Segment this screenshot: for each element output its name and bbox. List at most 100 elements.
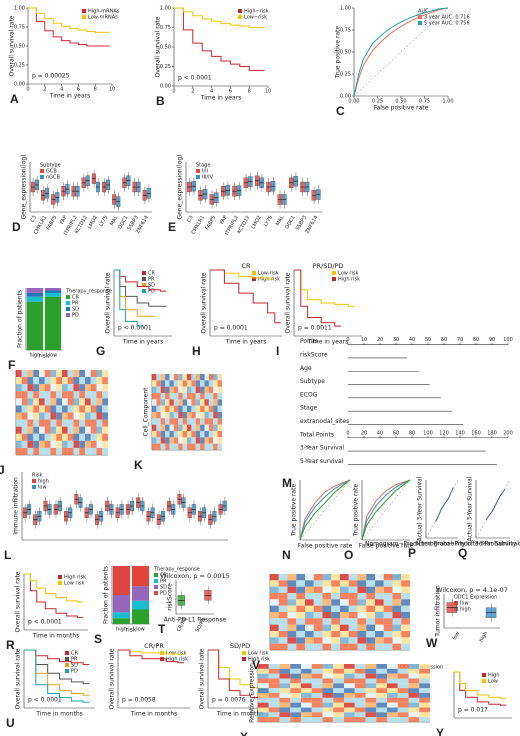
legend-label: SD (72, 307, 79, 313)
heatmap-cell (102, 419, 108, 427)
heatmap-cell (79, 440, 85, 448)
legend-title: Subtype (40, 163, 61, 169)
x-axis-label: False positive rate (298, 543, 353, 550)
heatmap-cell (50, 419, 57, 427)
x-tick-label: LY75 (98, 215, 109, 228)
heatmap-cell (313, 599, 323, 606)
heatmap-cell (173, 380, 179, 387)
heatmap-cell (296, 580, 305, 587)
heatmap-cell (344, 673, 355, 679)
heatmap-cell (44, 384, 51, 392)
heatmap-cell (392, 612, 402, 619)
heatmap-cell (102, 370, 108, 378)
heatmap-cell (268, 678, 280, 684)
legend-swatch (58, 581, 62, 585)
heatmap-cell (301, 664, 312, 669)
heatmap-cell (217, 418, 222, 425)
panel-letter: U (6, 716, 15, 730)
heatmap-cell (90, 377, 97, 385)
heatmap-cell (33, 412, 39, 420)
heatmap-cell (397, 707, 409, 713)
heatmap-cell (268, 664, 280, 669)
heatmap-cell (173, 437, 179, 444)
panel-letter: I (276, 344, 279, 358)
heatmap-cell (50, 391, 57, 399)
heatmap-cell (204, 443, 209, 450)
legend-title: Therapy_response (65, 289, 112, 295)
heatmap-cell (33, 370, 39, 378)
x-tick-label: MAL (109, 215, 120, 227)
heatmap-cell (195, 412, 201, 419)
heatmap-cell (376, 693, 387, 698)
heatmap-cell (340, 574, 349, 581)
heatmap-cell (365, 688, 377, 693)
legend-swatch (32, 479, 36, 483)
heatmap-cell (27, 419, 34, 427)
heatmap-cell (56, 440, 62, 448)
panel-letter: B (156, 94, 165, 108)
heatmap-cell (408, 678, 420, 684)
heatmap-cell (383, 618, 393, 625)
legend-label: Low−risk (244, 15, 267, 21)
heatmap-cell (376, 712, 387, 718)
heatmap-cell (290, 697, 301, 703)
panel-letter: K (134, 458, 143, 472)
x-axis-label: Time in years (225, 339, 266, 346)
heatmap-cell (296, 593, 305, 600)
heatmap-cell (39, 384, 45, 392)
nomogram-tick-label: 120 (439, 430, 449, 436)
heatmap-cell (208, 424, 214, 431)
heatmap-cell (305, 612, 314, 619)
heatmap-cell (366, 643, 375, 650)
panel-letter: Q (458, 546, 467, 560)
heatmap-cell (322, 668, 334, 674)
x-tick-label: 8 (248, 89, 251, 95)
legend-swatch (332, 271, 336, 275)
heatmap-cell (354, 717, 366, 722)
heatmap-cell (419, 678, 430, 684)
heatmap-cell (39, 433, 45, 441)
heatmap-cell (392, 618, 402, 625)
heatmap-cell (156, 374, 161, 381)
heatmap-cell (331, 605, 340, 612)
nomogram-row-label: Age (300, 365, 312, 372)
heatmap-cell (79, 384, 85, 392)
heatmap-cell (408, 697, 420, 703)
heatmap-cell (187, 374, 192, 381)
y-axis-label: Overall survival rate (201, 272, 208, 333)
heatmap-cell (268, 693, 280, 698)
heatmap-cell (322, 702, 334, 708)
heatmap-cell (387, 717, 398, 722)
legend-swatch (32, 485, 36, 489)
heatmap-cell (340, 643, 349, 650)
panel-letter: A (10, 92, 19, 106)
heatmap-cell (387, 664, 398, 669)
heatmap-cell (278, 605, 288, 612)
heatmap-cell (178, 386, 183, 393)
heatmap-cell (217, 405, 222, 412)
nomogram-row-label: Stage (300, 405, 318, 412)
heatmap-cell (270, 593, 279, 600)
diagonal (299, 479, 351, 541)
heatmap-cell (39, 440, 45, 448)
heatmap-cell (16, 447, 22, 455)
heatmap-cell (383, 605, 393, 612)
heatmap-cell (39, 426, 45, 434)
panel-title: CR (241, 262, 251, 270)
panel-letter: X (240, 730, 248, 736)
heatmap-cell (287, 612, 297, 619)
y-axis-label: Overall survival rate (199, 648, 206, 709)
heatmap-cell (21, 391, 28, 399)
heatmap-cell (258, 712, 269, 718)
heatmap-cell (200, 405, 205, 412)
heatmap-cell (208, 374, 214, 381)
x-axis-label: Time in years (49, 93, 90, 100)
heatmap-cell (301, 712, 312, 718)
nomogram-tick-label: 160 (471, 430, 481, 436)
heatmap-cell (96, 398, 103, 406)
heatmap-cell (375, 637, 384, 644)
heatmap-cell (279, 678, 291, 684)
heatmap-cell (156, 424, 161, 431)
heatmap-cell (50, 398, 57, 406)
heatmap-cell (348, 631, 358, 638)
